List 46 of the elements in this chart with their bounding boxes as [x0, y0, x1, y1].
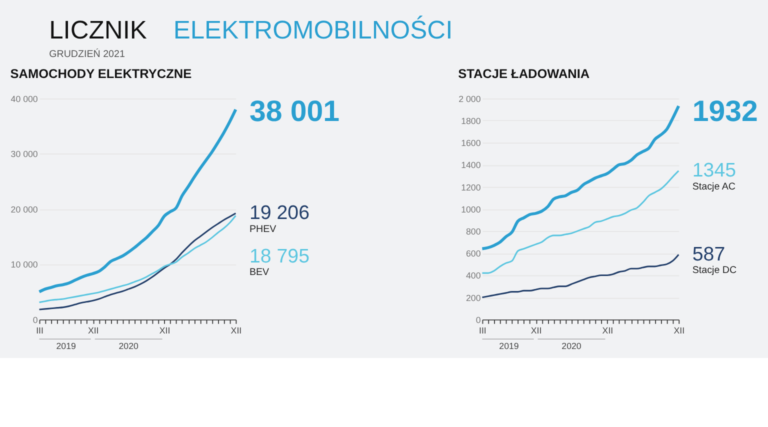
line-series	[481, 254, 680, 298]
x-tick-label: XII	[230, 326, 242, 336]
series-label: Stacje DC	[692, 265, 737, 276]
text: 2020	[562, 340, 582, 351]
series-label: Stacje AC	[692, 181, 736, 192]
text: LICZNIK ELEKTROMOBILNOŚCI	[49, 16, 453, 45]
text: BEV	[249, 267, 270, 278]
data-label: 587	[692, 243, 726, 266]
x-tick-label: III	[36, 326, 44, 336]
text: 2019	[499, 340, 519, 351]
y-tick-label: 20 000	[10, 204, 38, 214]
data-label: 1932	[692, 95, 758, 128]
x-tick-label: XII	[530, 326, 542, 336]
y-tick-label: 400	[466, 270, 481, 281]
y-tick-label: 800	[466, 226, 481, 236]
data-label: 1345	[692, 160, 736, 182]
y-tick-label: 2 000	[458, 94, 481, 104]
data-label: 18 795	[249, 245, 310, 268]
chart-title: SAMOCHODY ELEKTRYCZNE	[10, 66, 192, 81]
text: 2019	[56, 340, 76, 351]
text: 2020	[118, 340, 138, 351]
y-tick-label: 600	[466, 248, 481, 259]
x-tick-label: XII	[88, 326, 99, 336]
x-tick-label: XII	[602, 326, 614, 336]
y-tick-label: 1600	[461, 138, 481, 148]
y-tick-label: 1400	[461, 160, 481, 170]
y-tick-label: 0	[476, 314, 481, 325]
line-series	[38, 108, 238, 294]
line-series	[480, 104, 680, 250]
series-label: PHEV	[249, 224, 277, 235]
x-tick-label: III	[479, 326, 486, 336]
data-label: 19 206	[249, 202, 310, 224]
data-label: 38 001	[249, 95, 340, 128]
y-tick-label: 30 000	[10, 149, 38, 160]
y-tick-label: 1000	[461, 204, 481, 214]
y-tick-label: 40 000	[10, 94, 38, 104]
x-tick-label: XII	[159, 326, 170, 336]
y-tick-label: 1200	[461, 182, 481, 192]
text: GRUDZIEŃ 2021	[49, 48, 125, 60]
y-tick-label: 10 000	[10, 260, 38, 270]
line-series	[481, 170, 680, 274]
x-tick-label: XII	[674, 326, 685, 336]
chart-title: STACJE ŁADOWANIA	[458, 66, 590, 81]
y-tick-label: 200	[466, 292, 481, 303]
y-tick-label: 1800	[461, 116, 481, 126]
y-tick-label: 0	[32, 314, 38, 325]
